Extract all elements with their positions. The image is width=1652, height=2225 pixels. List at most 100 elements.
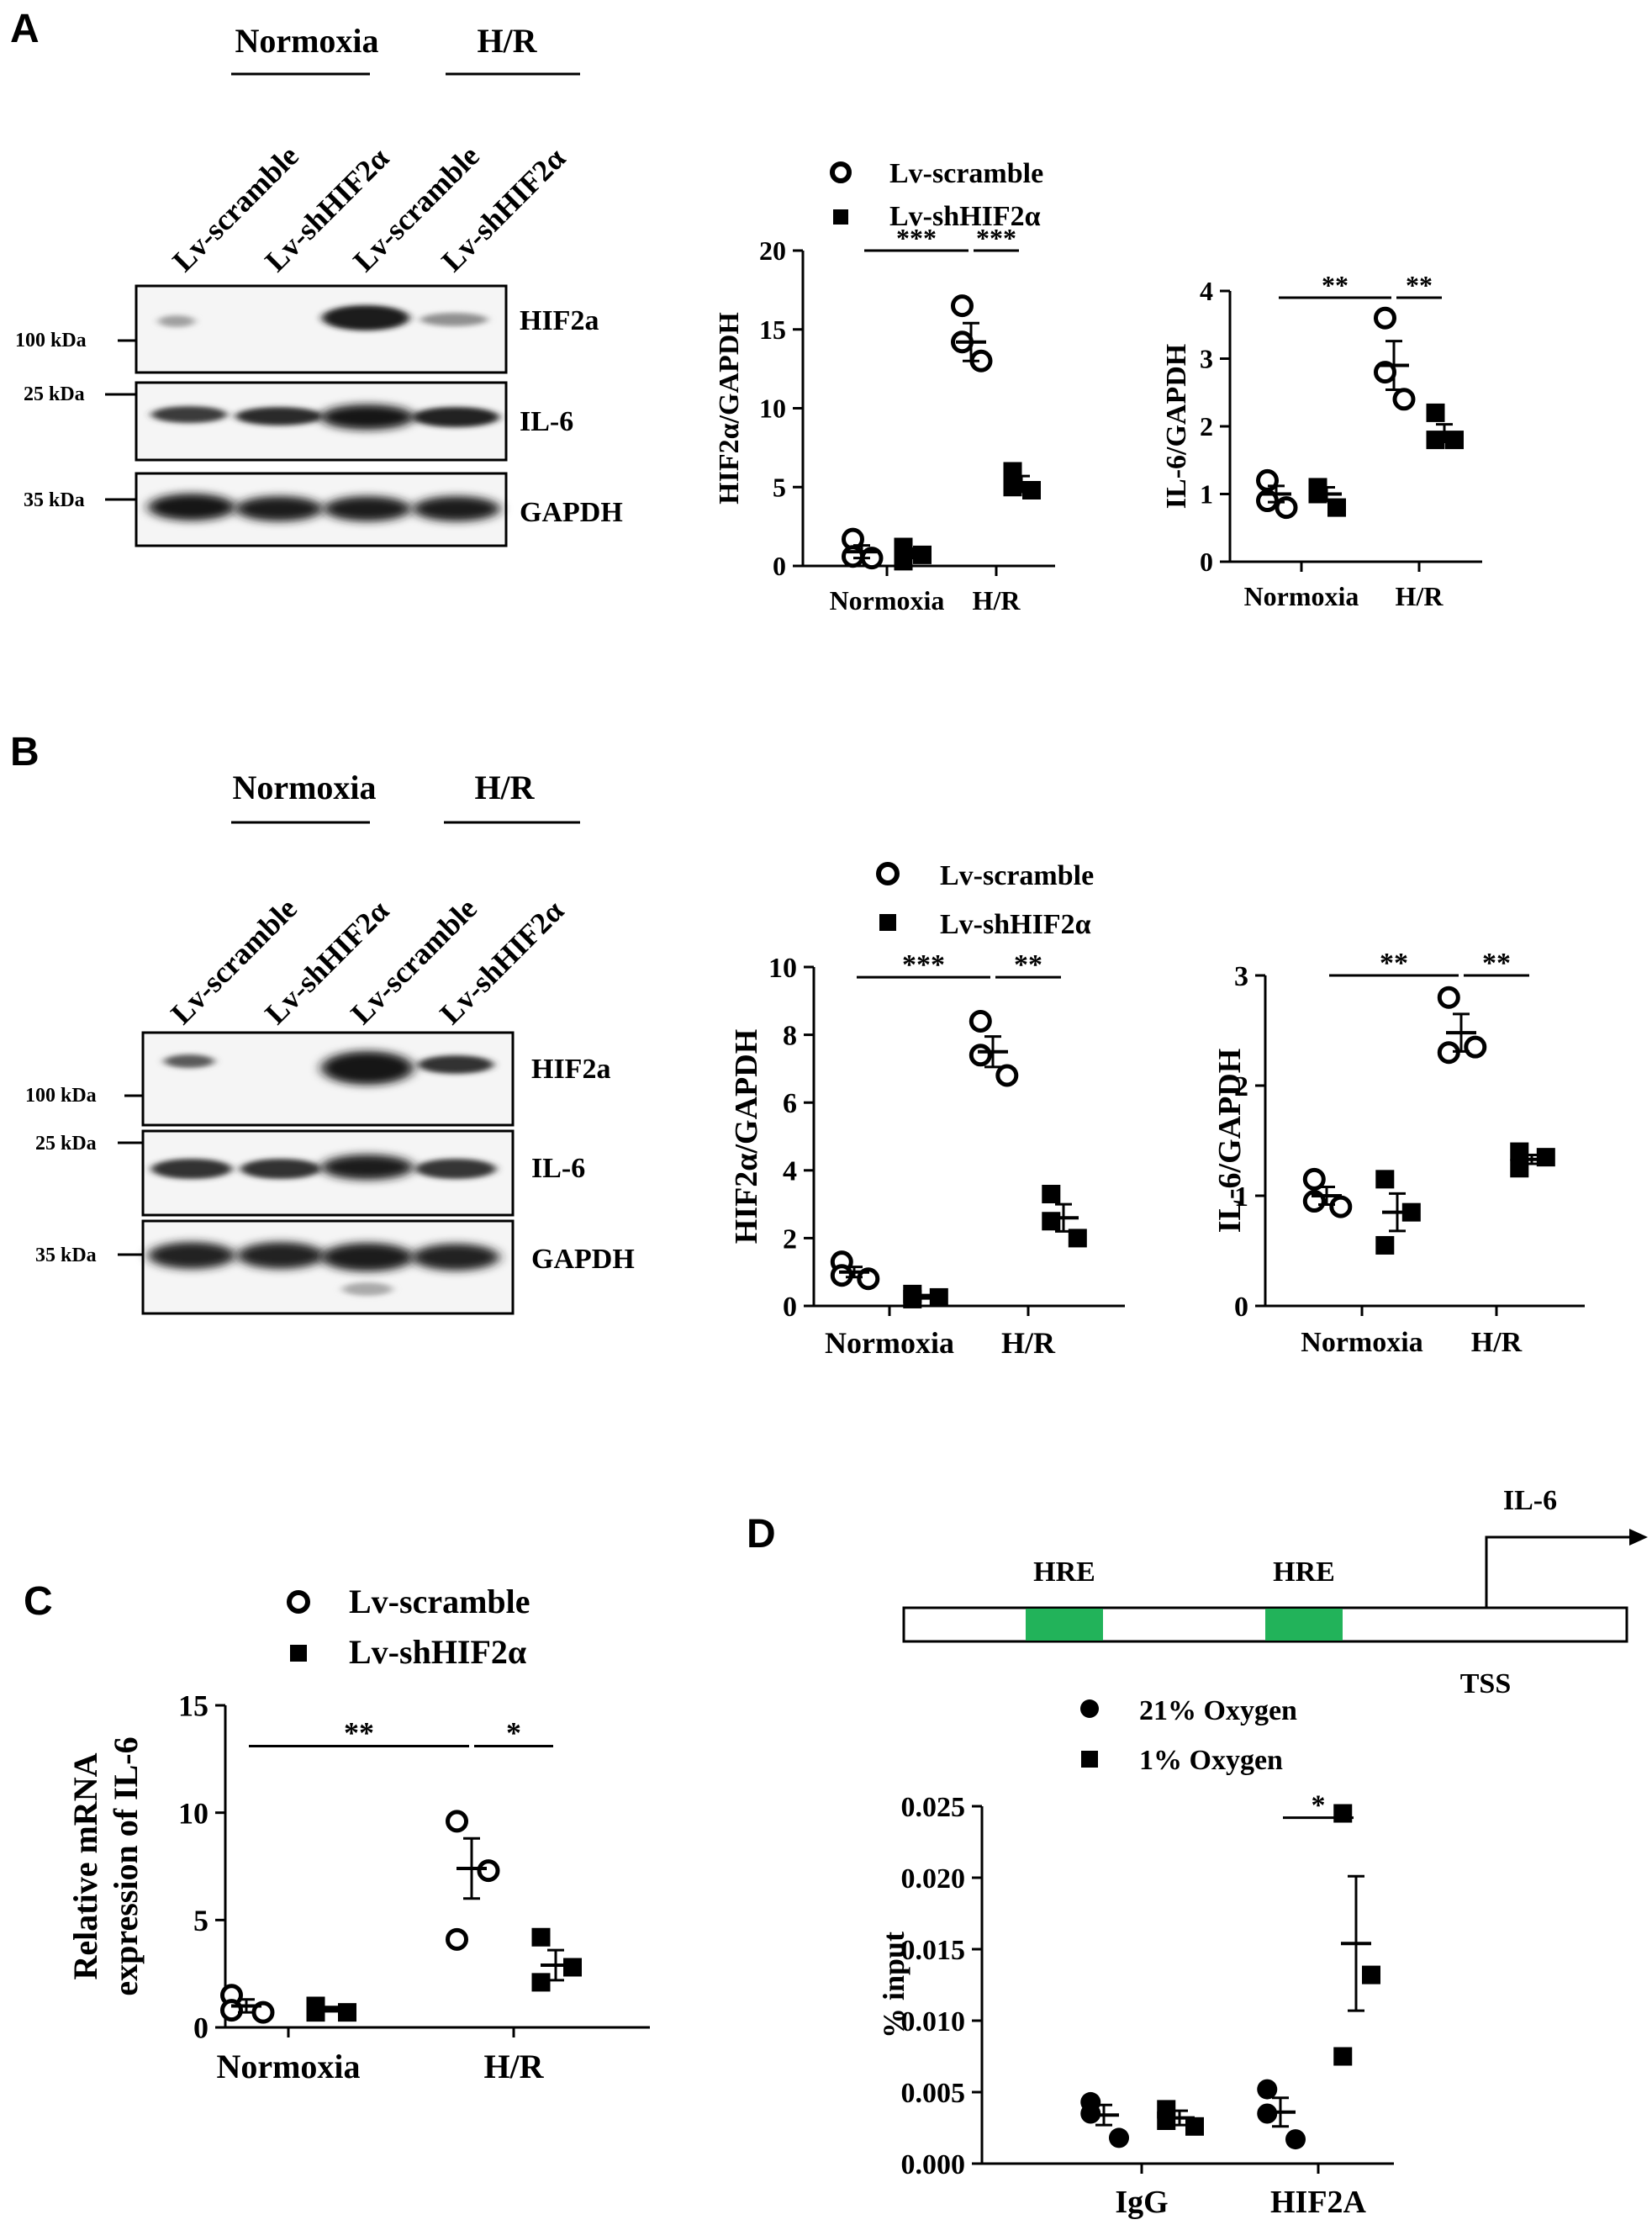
y-tick-label: 0.000 xyxy=(901,2149,966,2180)
y-tick-label: 15 xyxy=(759,314,786,345)
y-tick-label: 0.010 xyxy=(901,2006,966,2037)
y-tick-label: 3 xyxy=(1234,961,1248,992)
legend-marker-filled-square xyxy=(833,209,848,225)
x-tick-label: Normoxia xyxy=(830,585,945,616)
panel-d-legend: 21% Oxygen 1% Oxygen xyxy=(1080,1695,1297,1776)
legend-marker-open-circle xyxy=(876,862,900,885)
x-tick-label: H/R xyxy=(1001,1326,1056,1360)
y-tick-label: 0 xyxy=(1234,1292,1248,1323)
blot-strip-il6 xyxy=(141,1129,515,1217)
data-point xyxy=(563,1958,582,1977)
y-axis-label: expression of IL-6 xyxy=(107,1736,145,1995)
data-point xyxy=(842,545,864,568)
y-tick-label: 5 xyxy=(193,1904,208,1937)
gene-label: IL-6 xyxy=(1503,1485,1557,1516)
data-point xyxy=(1374,306,1396,330)
data-point xyxy=(1333,1804,1353,1823)
data-point xyxy=(1536,1148,1555,1167)
y-tick-label: 8 xyxy=(783,1021,797,1052)
y-tick-label: 6 xyxy=(783,1088,797,1119)
significance-label: ** xyxy=(1406,270,1433,300)
y-axis-label: IL-6/GAPDH xyxy=(1212,1049,1248,1234)
chart-b2: 0 1 2 3 Normoxia H/R IL-6/GAPDH ** ** xyxy=(1212,948,1585,1358)
protein-label-gapdh: GAPDH xyxy=(531,1244,635,1275)
data-point xyxy=(1109,2127,1129,2148)
panel-letter-a: A xyxy=(10,7,40,51)
protein-label-gapdh: GAPDH xyxy=(520,497,623,528)
data-point xyxy=(894,552,913,571)
data-point xyxy=(1068,1229,1087,1248)
y-tick-label: 0.020 xyxy=(901,1863,966,1895)
panel-d: D HRE HRE IL-6 TSS 21% Oxygen 1% Oxygen xyxy=(747,1485,1648,1776)
data-point xyxy=(1333,2047,1353,2066)
panel-a-blot: Normoxia H/R Lv-scramble Lv-shHIF2α Lv-s… xyxy=(15,22,623,547)
chart-c: 0 5 10 15 Normoxia H/R Relative mRNA expression… xyxy=(66,1689,650,2085)
legend-label-shhif2a: Lv-shHIF2α xyxy=(349,1633,526,1671)
y-axis-label: % input xyxy=(877,1932,910,2038)
data-point xyxy=(1329,1195,1353,1218)
blot-strip-hif2a xyxy=(135,284,508,374)
data-point xyxy=(1445,431,1464,450)
data-point xyxy=(531,1973,551,1992)
data-point xyxy=(338,2003,356,2022)
y-tick-label: 5 xyxy=(773,472,786,502)
blot-strip-gapdh xyxy=(141,1219,515,1315)
panel-c-legend: Lv-scramble Lv-shHIF2α xyxy=(287,1583,530,1671)
panel-b-legend: Lv-scramble Lv-shHIF2α xyxy=(876,860,1094,940)
data-point xyxy=(1375,1170,1395,1189)
y-tick-label: 10 xyxy=(768,953,797,984)
x-tick-label: H/R xyxy=(483,2048,544,2085)
legend-marker-filled-square xyxy=(1081,1751,1098,1768)
x-tick-label: Normoxia xyxy=(1301,1327,1422,1358)
data-point xyxy=(995,1064,1019,1087)
promoter-diagram: HRE HRE IL-6 TSS xyxy=(902,1485,1648,1699)
significance-label: ** xyxy=(1380,948,1408,979)
data-point xyxy=(1426,431,1445,450)
legend-label-shhif2a: Lv-shHIF2α xyxy=(940,909,1091,940)
data-point xyxy=(1327,498,1346,517)
blot-strip-il6 xyxy=(135,381,508,462)
legend-label-scramble: Lv-scramble xyxy=(889,158,1043,189)
x-tick-label: Normoxia xyxy=(825,1326,954,1360)
legend-marker-filled-circle xyxy=(1080,1699,1099,1718)
significance-label: *** xyxy=(896,223,937,253)
panel-a-legend: Lv-scramble Lv-shHIF2α xyxy=(830,158,1043,232)
data-point xyxy=(220,1999,243,2022)
tss-label: TSS xyxy=(1460,1668,1512,1699)
data-point xyxy=(1157,2111,1176,2130)
data-point xyxy=(1510,1142,1529,1161)
panel-a: A Normoxia H/R Lv-scramble Lv-shHIF2α Lv… xyxy=(10,7,1043,547)
x-tick-label: H/R xyxy=(1396,581,1444,611)
data-point xyxy=(477,1859,500,1883)
chart-a1: 0 5 10 15 20 Normoxia H/R HIF2α/GAPDH *** *** xyxy=(714,223,1055,616)
legend-marker-open-circle xyxy=(287,1590,310,1614)
protein-label-il6: IL-6 xyxy=(531,1153,585,1184)
chart-d: 0.000 0.005 0.010 0.015 0.020 0.025 IgG HIF2A % … xyxy=(877,1790,1394,2220)
tss-arrow-head xyxy=(1629,1529,1648,1546)
y-tick-label: 2 xyxy=(783,1223,797,1255)
y-axis-label: HIF2α/GAPDH xyxy=(729,1029,764,1245)
x-tick-label: HIF2A xyxy=(1270,2185,1367,2220)
significance-label: ** xyxy=(344,1716,374,1750)
blot-strip-hif2a xyxy=(141,1031,515,1127)
legend-label-1-oxygen: 1% Oxygen xyxy=(1139,1745,1283,1776)
x-tick-label: IgG xyxy=(1115,2185,1168,2220)
y-tick-label: 0 xyxy=(193,2011,208,2045)
y-tick-label: 0 xyxy=(783,1292,797,1323)
data-point xyxy=(969,1009,992,1033)
y-tick-label: 4 xyxy=(1200,276,1213,306)
group-label-hr: H/R xyxy=(474,769,535,806)
y-tick-label: 0 xyxy=(1200,547,1213,577)
legend-marker-filled-square xyxy=(290,1645,307,1662)
y-tick-label: 15 xyxy=(178,1689,208,1723)
significance-label: ** xyxy=(1322,270,1349,300)
y-tick-label: 3 xyxy=(1200,344,1213,374)
significance-label: * xyxy=(1312,1790,1326,1821)
group-label-normoxia: Normoxia xyxy=(232,769,376,806)
marker-label-100: 100 kDa xyxy=(15,330,87,351)
legend-marker-filled-square xyxy=(879,914,896,931)
tss-arrow xyxy=(1485,1535,1635,1608)
group-label-hr: H/R xyxy=(477,22,537,60)
